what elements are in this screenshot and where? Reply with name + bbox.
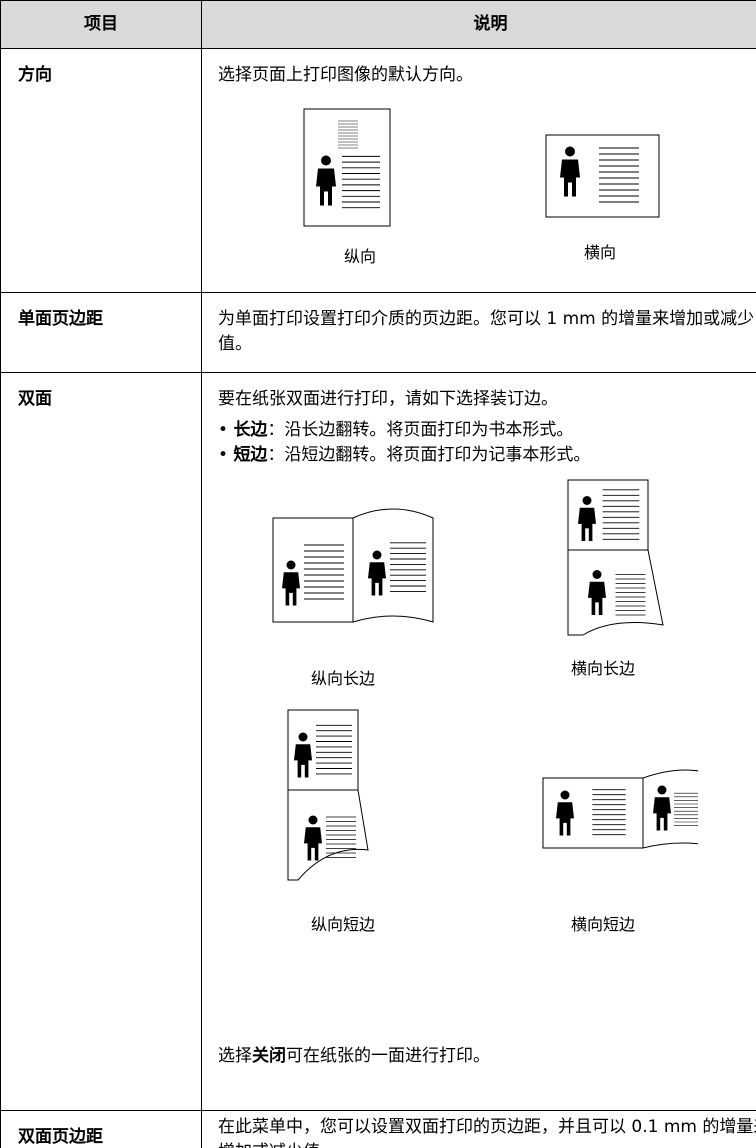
item: 单面页边距 (0, 292, 202, 373)
caption: 横向长边 (570, 659, 635, 678)
description: 选择页面上打印图像的默认方向。 (218, 65, 473, 85)
bullet-term: 短边 (233, 445, 268, 465)
footer-note: 选择关闭可在纸张的一面进行打印。 (218, 1044, 756, 1069)
caption: 纵向短边 (310, 915, 375, 934)
caption: 纵向 (343, 247, 376, 266)
description: 在此菜单中，您可以设置双面打印的页边距，并且可以 0.1 mm 的增量来增加或减… (201, 1110, 756, 1148)
item: 方向 (0, 48, 202, 293)
text: 选择 (218, 1046, 252, 1066)
caption: 纵向长边 (310, 669, 375, 688)
caption: 横向短边 (570, 915, 635, 934)
description: 为单面打印设置打印介质的页边距。您可以 1 mm 的增量来增加或减少值。 (201, 292, 756, 373)
caption: 横向 (583, 243, 616, 262)
text: 可在纸张的一面进行打印。 (286, 1046, 490, 1066)
bullet-term: 长边 (233, 420, 268, 440)
description-cell: 选择页面上打印图像的默认方向。 纵向 横向 (201, 48, 756, 293)
duplex-icon (542, 769, 724, 849)
bullet-text: ：沿短边翻转。将页面打印为记事本形式。 (267, 445, 591, 465)
header-cell: 说明 (201, 0, 756, 49)
portrait-icon (303, 108, 391, 227)
description: 要在纸张双面进行打印，请如下选择装订边。 (218, 389, 558, 409)
bold-text: 关闭 (252, 1046, 286, 1066)
duplex-icon (567, 479, 664, 636)
header-cell: 项目 (0, 0, 202, 49)
bullet: • 短边：沿短边翻转。将页面打印为记事本形式。 (218, 445, 591, 465)
duplex-icon (272, 508, 434, 623)
bullet-text: ：沿长边翻转。将页面打印为书本形式。 (267, 420, 574, 440)
duplex-icon (287, 709, 369, 881)
bullet: • 长边：沿长边翻转。将页面打印为书本形式。 (218, 420, 574, 440)
landscape-icon (545, 134, 660, 218)
item: 双面 (0, 372, 202, 1111)
item: 双面页边距 (0, 1110, 202, 1148)
description-cell: 要在纸张双面进行打印，请如下选择装订边。 • 长边：沿长边翻转。将页面打印为书本… (201, 372, 756, 1111)
